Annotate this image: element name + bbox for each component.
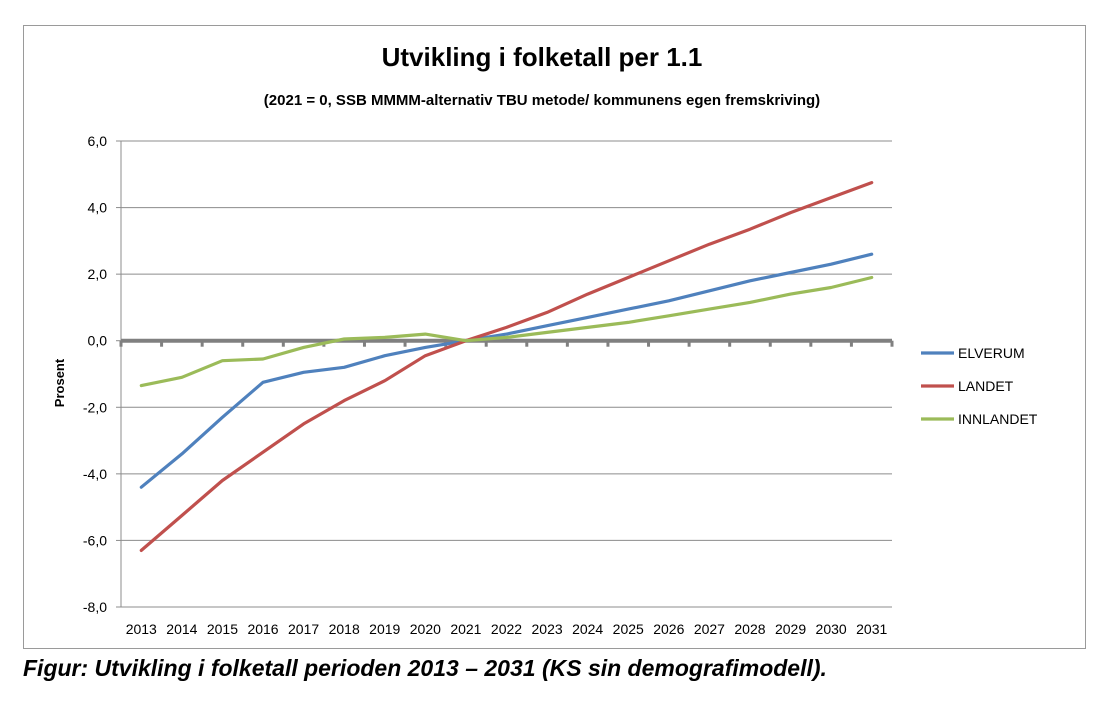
series-layer [139, 181, 874, 553]
series-line-innlandet [139, 275, 874, 388]
line-chart: Utvikling i folketall per 1.1 (2021 = 0,… [52, 42, 1038, 637]
y-axis-label: Prosent [52, 358, 67, 407]
figure-caption: Figur: Utvikling i folketall perioden 20… [23, 655, 827, 681]
series-line-landet [139, 181, 874, 553]
legend: ELVERUM LANDET INNLANDET [921, 345, 1038, 427]
chart-frame: Utvikling i folketall per 1.1 (2021 = 0,… [23, 25, 1086, 649]
x-tick-label: 2019 [369, 621, 400, 637]
chart-title: Utvikling i folketall per 1.1 [382, 42, 703, 72]
y-tick-label: -6,0 [83, 532, 107, 548]
y-tick-label: -2,0 [83, 399, 107, 415]
y-tick-label: 4,0 [88, 200, 108, 216]
y-tick-label: -4,0 [83, 466, 107, 482]
y-tick-label: 6,0 [88, 133, 108, 149]
legend-label-elverum: ELVERUM [958, 345, 1025, 361]
x-tick-label: 2018 [329, 621, 360, 637]
x-tick-label: 2030 [816, 621, 847, 637]
y-tick-label: -8,0 [83, 599, 107, 615]
x-tick-label: 2026 [653, 621, 684, 637]
x-tick-label: 2015 [207, 621, 238, 637]
x-tick-label: 2020 [410, 621, 441, 637]
x-tick-label: 2013 [126, 621, 157, 637]
y-tick-label: 0,0 [88, 333, 108, 349]
x-tick-label: 2027 [694, 621, 725, 637]
series-line-elverum [139, 252, 874, 489]
x-tick-label: 2029 [775, 621, 806, 637]
x-tick-label: 2017 [288, 621, 319, 637]
x-tick-label: 2021 [450, 621, 481, 637]
legend-label-landet: LANDET [958, 378, 1014, 394]
y-tick-label: 2,0 [88, 266, 108, 282]
tick-layer: 6,0 4,0 2,0 0,0 -2,0 -4,0 -6,0 -8,0 2013 2014 2015… [83, 133, 888, 637]
x-tick-label: 2023 [532, 621, 563, 637]
x-tick-label: 2025 [613, 621, 644, 637]
x-tick-label: 2024 [572, 621, 603, 637]
x-tick-label: 2016 [247, 621, 278, 637]
x-tick-label: 2031 [856, 621, 887, 637]
legend-label-innlandet: INNLANDET [958, 411, 1038, 427]
chart-subtitle: (2021 = 0, SSB MMMM-alternativ TBU metod… [264, 92, 820, 109]
x-tick-label: 2014 [166, 621, 197, 637]
x-tick-label: 2022 [491, 621, 522, 637]
grid-layer [116, 140, 894, 608]
x-tick-label: 2028 [734, 621, 765, 637]
